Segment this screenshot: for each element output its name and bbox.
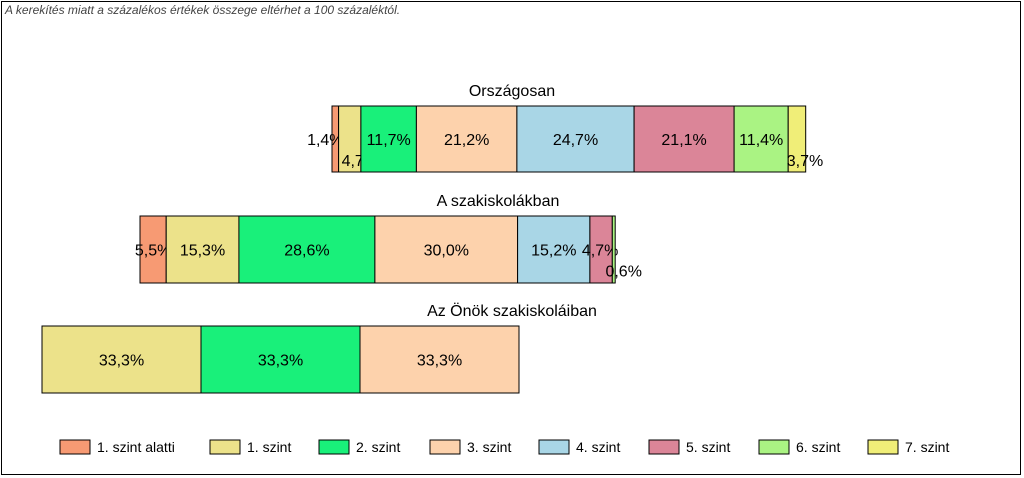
legend-label: 1. szint — [247, 439, 291, 455]
legend-label: 2. szint — [356, 439, 400, 455]
legend-swatch — [758, 439, 790, 455]
data-label: 21,2% — [444, 132, 489, 149]
bar-segment — [238, 215, 376, 284]
data-label: 30,0% — [424, 243, 469, 260]
rounding-note: A kerekítés miatt a százalékos értékek ö… — [5, 3, 401, 17]
legend-swatch — [538, 439, 570, 455]
bar-segment — [733, 105, 789, 173]
data-label: 1,4% — [307, 132, 343, 149]
data-label: 11,4% — [739, 132, 783, 149]
data-label: 21,1% — [661, 132, 706, 149]
data-label: 5,5% — [135, 243, 171, 260]
legend-swatch — [867, 439, 899, 455]
data-label: 11,7% — [367, 132, 411, 149]
legend-label: 1. szint alatti — [97, 439, 175, 455]
bar-segment — [165, 215, 240, 284]
data-label: 0,6% — [605, 264, 641, 281]
group-title: Országosan — [469, 83, 555, 100]
data-label: 33,3% — [99, 353, 144, 370]
bar-segment — [787, 105, 807, 173]
legend-label: 6. szint — [796, 439, 840, 455]
bar-segment — [517, 215, 591, 284]
bar-segment — [374, 215, 519, 284]
legend-label: 7. szint — [905, 439, 949, 455]
group-title: Az Önök szakiskoláiban — [427, 302, 597, 320]
legend-swatch — [59, 439, 91, 455]
legend-label: 5. szint — [686, 439, 730, 455]
bar-segment — [360, 105, 417, 173]
data-label: 3,7% — [787, 153, 823, 170]
legend-label: 3. szint — [467, 439, 511, 455]
data-label: 24,7% — [553, 132, 598, 149]
data-label: 15,2% — [531, 243, 576, 260]
bar-segment — [611, 215, 616, 284]
group-title: A szakiskolákban — [437, 193, 560, 210]
data-label: 33,3% — [417, 353, 462, 370]
legend-label: 4. szint — [576, 439, 620, 455]
legend-swatch — [648, 439, 680, 455]
bar-segment — [359, 325, 520, 394]
data-label: 28,6% — [284, 243, 329, 260]
data-label: 4,7% — [582, 243, 618, 260]
legend-swatch — [429, 439, 461, 455]
legend-swatch — [318, 439, 350, 455]
legend-swatch — [209, 439, 241, 455]
bar-segment — [139, 215, 167, 284]
data-label: 15,3% — [180, 243, 225, 260]
data-label: 33,3% — [258, 353, 303, 370]
